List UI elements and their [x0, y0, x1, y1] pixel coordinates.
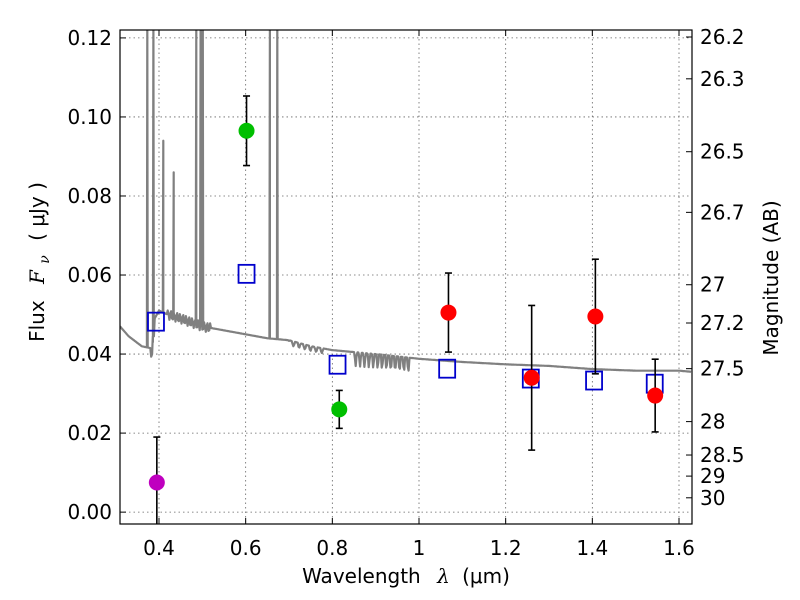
- y2-tick-label: 30: [700, 486, 725, 510]
- y-axis-label-symbol: F: [25, 269, 49, 285]
- y2-axis-label: Magnitude (AB): [759, 200, 783, 355]
- y2-tick-label: 27: [700, 273, 725, 297]
- model-photometry-box: [237, 263, 256, 284]
- y-axis-label-subscript: ν: [37, 255, 53, 264]
- model-sed-line: [120, 30, 692, 373]
- y-axis-label-unit: ( μJy ): [25, 182, 49, 241]
- model-sed-spectrum: [120, 30, 692, 373]
- x-tick-label: 1: [413, 536, 426, 560]
- x-axis-label-text: Wavelength: [302, 564, 421, 588]
- y2-tick-label: 26.2: [700, 25, 745, 49]
- y2-tick-label: 29: [700, 464, 725, 488]
- model-photometry-box: [328, 354, 347, 375]
- y2-tick-label: 26.5: [700, 140, 745, 164]
- y-axis-label: Flux F ν ( μJy ): [25, 182, 54, 342]
- y-tick-label: 0.06: [67, 263, 112, 287]
- observed-point: [148, 474, 165, 491]
- model-photometry-box: [147, 311, 165, 332]
- model-photometry-box: [585, 370, 603, 391]
- x-tick-label: 1.2: [490, 536, 522, 560]
- grid-lines: [120, 30, 692, 524]
- observed-point: [647, 387, 664, 404]
- y2-tick-label: 28.5: [700, 443, 745, 467]
- observed-point: [238, 122, 255, 139]
- observed-point: [331, 401, 348, 418]
- x-tick-label: 0.8: [316, 536, 348, 560]
- y2-tick-label: 26.7: [700, 200, 745, 224]
- x-tick-label: 1.6: [663, 536, 695, 560]
- y-tick-label: 0.02: [67, 421, 112, 445]
- y-tick-label: 0.10: [67, 105, 112, 129]
- x-tick-label: 0.6: [230, 536, 262, 560]
- y2-tick-label: 27.5: [700, 357, 745, 381]
- x-axis-label: Wavelength λ (μm): [302, 564, 510, 588]
- y2-tick-label: 26.3: [700, 67, 745, 91]
- y2-tick-label: 27.2: [700, 311, 745, 335]
- observed-point: [440, 304, 457, 321]
- x-tick-label: 0.4: [143, 536, 175, 560]
- axis-ticks: 0.4 0.6 0.8 1 1.2 1.4 1.6 0.00 0.02 0.04 0.06 0.08 0…: [67, 25, 744, 560]
- model-photometry-box: [438, 358, 457, 379]
- y-tick-label: 0.08: [67, 184, 112, 208]
- plot-frame: [119, 29, 693, 525]
- y-tick-label: 0.00: [67, 500, 112, 524]
- x-axis-label-symbol: λ: [436, 564, 450, 588]
- x-axis-label-unit: (μm): [462, 564, 510, 588]
- observed-point: [587, 308, 604, 325]
- y-tick-label: 0.04: [67, 342, 112, 366]
- y-tick-label: 0.12: [67, 26, 112, 50]
- y2-tick-label: 28: [700, 410, 725, 434]
- y-axis-label-text: Flux: [25, 300, 49, 342]
- observed-point: [523, 369, 540, 386]
- x-tick-label: 1.4: [576, 536, 608, 560]
- model-photometry-boxes: [147, 263, 664, 394]
- observed-photometry: [148, 95, 664, 524]
